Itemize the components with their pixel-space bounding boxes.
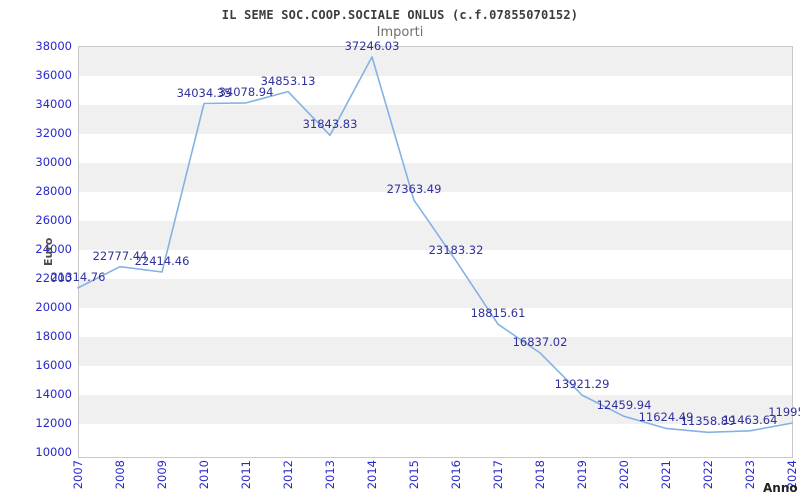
y-tick-label: 16000: [35, 358, 72, 372]
y-tick-label: 28000: [35, 184, 72, 198]
x-tick-label: 2014: [365, 460, 379, 490]
plot-band: [79, 47, 792, 76]
x-tick-label: 2018: [533, 460, 547, 490]
x-tick-label: 2017: [491, 460, 505, 490]
x-tick-label: 2021: [659, 460, 673, 490]
x-tick-label: 2012: [281, 460, 295, 490]
plot-band: [79, 308, 792, 337]
y-tick-label: 18000: [35, 329, 72, 343]
data-point-label: 37246.03: [344, 38, 400, 53]
y-tick-label: 38000: [35, 39, 72, 53]
x-tick-label: 2019: [575, 460, 589, 490]
plot-band: [79, 105, 792, 134]
x-tick-label: 2013: [323, 460, 337, 490]
data-point-label: 27363.49: [386, 182, 442, 197]
plot-band: [79, 424, 792, 453]
x-tick-label: 2023: [743, 460, 757, 490]
x-tick-label: 2008: [113, 460, 127, 490]
data-point-label: 34853.13: [260, 73, 316, 88]
data-point-label: 11624.49: [638, 410, 694, 425]
x-tick-label: 2011: [239, 460, 253, 490]
data-point-label: 21314.76: [50, 269, 106, 284]
y-tick-label: 24000: [35, 242, 72, 256]
plot-band: [79, 134, 792, 163]
data-point-label: 34034.35: [176, 85, 232, 100]
x-tick-label: 2009: [155, 460, 169, 490]
y-tick-label: 10000: [35, 445, 72, 459]
x-tick-label: 2020: [617, 460, 631, 490]
y-tick-label: 26000: [35, 213, 72, 227]
y-tick-label: 36000: [35, 68, 72, 82]
x-tick-label: 2015: [407, 460, 421, 490]
data-point-label: 16837.02: [512, 334, 568, 349]
data-point-label: 18815.61: [470, 306, 526, 321]
x-axis-label: Anno: [763, 481, 798, 495]
y-tick-label: 20000: [35, 300, 72, 314]
chart-title: IL SEME SOC.COOP.SOCIALE ONLUS (c.f.0785…: [221, 8, 579, 22]
y-tick-label: 32000: [35, 126, 72, 140]
plot-band: [79, 337, 792, 366]
y-axis-label: Euro: [42, 237, 55, 266]
plot-band: [79, 192, 792, 221]
data-point-label: 12459.94: [596, 398, 652, 413]
data-point-label: 13921.29: [554, 377, 610, 392]
data-point-label: 11995.7: [768, 405, 800, 420]
y-tick-label: 12000: [35, 416, 72, 430]
x-tick-label: 2010: [197, 460, 211, 490]
plot-band: [79, 366, 792, 395]
data-point-label: 22414.46: [134, 253, 190, 268]
data-point-label: 31843.83: [302, 117, 358, 132]
plot-band: [79, 279, 792, 308]
data-point-label: 23183.32: [428, 242, 484, 257]
data-point-label: 11358.89: [680, 414, 736, 429]
y-tick-label: 34000: [35, 97, 72, 111]
data-point-label: 22777.44: [92, 248, 148, 263]
data-point-label: 34078.94: [218, 84, 274, 99]
y-tick-label: 30000: [35, 155, 72, 169]
chart-subtitle: Importi: [376, 25, 424, 40]
x-tick-label: 2022: [701, 460, 715, 490]
data-point-label: 11463.64: [722, 412, 778, 427]
y-tick-label: 14000: [35, 387, 72, 401]
x-tick-label: 2007: [71, 460, 85, 490]
y-tick-label: 22000: [35, 271, 72, 285]
x-tick-label: 2016: [449, 460, 463, 490]
